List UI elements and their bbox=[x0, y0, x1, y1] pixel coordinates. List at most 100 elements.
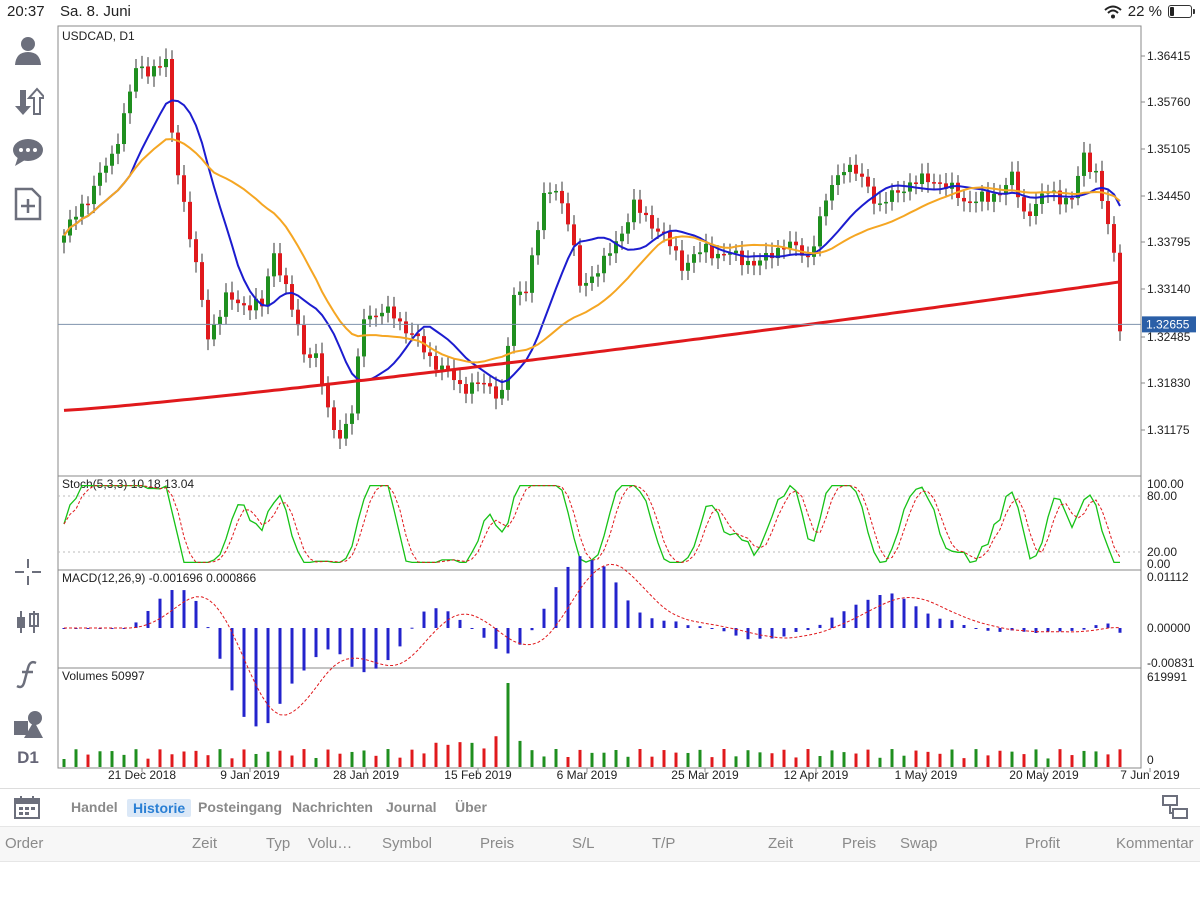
candle-body bbox=[380, 312, 384, 317]
candle-body bbox=[788, 241, 792, 249]
candle-body bbox=[968, 201, 972, 204]
tab-historie[interactable]: Historie bbox=[127, 799, 192, 817]
volume-bar bbox=[194, 750, 198, 767]
candle-body bbox=[1076, 175, 1080, 199]
candle-body bbox=[302, 325, 306, 355]
candle-body bbox=[104, 165, 108, 173]
candle-body bbox=[350, 413, 354, 424]
crosshair-icon[interactable] bbox=[8, 552, 48, 592]
candle-body bbox=[122, 113, 126, 145]
col-preis-close[interactable]: Preis bbox=[842, 835, 877, 852]
col-swap[interactable]: Swap bbox=[900, 835, 938, 852]
candle-body bbox=[398, 318, 402, 322]
price-chart[interactable]: 1.36415 1.35760 1.35105 1.34450 1.33795 1.331… bbox=[0, 0, 1200, 786]
candle-body bbox=[800, 245, 804, 256]
macd-bar bbox=[974, 628, 978, 629]
account-icon[interactable] bbox=[8, 30, 48, 70]
new-order-icon[interactable] bbox=[8, 184, 48, 224]
volume-bar bbox=[170, 754, 174, 767]
macd-bar bbox=[182, 590, 186, 628]
tab-handel[interactable]: Handel bbox=[71, 799, 118, 815]
candles-icon[interactable] bbox=[8, 602, 48, 642]
symbol-label: USDCAD, D1 bbox=[62, 29, 135, 43]
volume-bar bbox=[1118, 749, 1122, 767]
tab-journal[interactable]: Journal bbox=[386, 799, 437, 815]
col-sl[interactable]: S/L bbox=[572, 835, 595, 852]
macd-bar bbox=[362, 628, 366, 673]
price-tick-label: 1.32485 bbox=[1147, 330, 1191, 344]
macd-bar bbox=[686, 625, 690, 628]
calendar-icon[interactable] bbox=[14, 795, 40, 824]
volume-bar bbox=[338, 753, 342, 767]
candle-body bbox=[1112, 224, 1116, 253]
candle-body bbox=[158, 66, 162, 68]
function-icon[interactable] bbox=[8, 654, 48, 694]
candle-body bbox=[752, 260, 756, 266]
volume-bar bbox=[770, 753, 774, 767]
chat-icon[interactable] bbox=[8, 132, 48, 172]
objects-icon[interactable] bbox=[8, 704, 48, 744]
col-preis[interactable]: Preis bbox=[480, 835, 515, 852]
candle-body bbox=[842, 172, 846, 176]
macd-bar bbox=[794, 628, 798, 632]
candle-body bbox=[620, 233, 624, 242]
tab-posteingang[interactable]: Posteingang bbox=[198, 799, 283, 815]
candle-body bbox=[932, 182, 936, 184]
macd-bar bbox=[374, 628, 378, 669]
candle-body bbox=[1040, 193, 1044, 205]
candle-body bbox=[608, 253, 612, 256]
volume-bar bbox=[494, 736, 498, 767]
layout-icon[interactable] bbox=[1162, 795, 1188, 824]
macd-bar bbox=[818, 624, 822, 628]
stoch-signal-line bbox=[63, 485, 1121, 563]
candle-body bbox=[1100, 170, 1104, 201]
price-tick-label: 1.33140 bbox=[1147, 282, 1191, 296]
candle-body bbox=[896, 190, 900, 193]
candle-body bbox=[278, 253, 282, 276]
candle-body bbox=[536, 230, 540, 256]
volume-bar bbox=[974, 749, 978, 767]
col-tp[interactable]: T/P bbox=[652, 835, 676, 852]
volume-bar bbox=[1106, 754, 1110, 767]
col-profit[interactable]: Profit bbox=[1025, 835, 1061, 852]
candle-body bbox=[794, 241, 798, 246]
macd-bar bbox=[482, 628, 486, 638]
tab-nachrichten[interactable]: Nachrichten bbox=[292, 799, 373, 815]
col-typ[interactable]: Typ bbox=[266, 835, 291, 852]
candle-body bbox=[344, 423, 348, 439]
candle-body bbox=[920, 173, 924, 185]
col-symbol[interactable]: Symbol bbox=[382, 835, 433, 852]
candle-body bbox=[248, 305, 252, 311]
candle-body bbox=[332, 407, 336, 430]
col-zeit-close[interactable]: Zeit bbox=[768, 835, 794, 852]
volume-bar bbox=[842, 752, 846, 767]
candle-body bbox=[650, 215, 654, 229]
candle-body bbox=[698, 252, 702, 255]
candle-body bbox=[416, 333, 420, 337]
tab-uber[interactable]: Über bbox=[455, 799, 487, 815]
col-kommentar[interactable]: Kommentar bbox=[1116, 835, 1194, 852]
date-tick-label: 9 Jan 2019 bbox=[220, 768, 280, 782]
candle-body bbox=[812, 246, 816, 257]
col-volume[interactable]: Volu… bbox=[308, 835, 353, 852]
col-zeit[interactable]: Zeit bbox=[192, 835, 218, 852]
date-tick-label: 21 Dec 2018 bbox=[108, 768, 176, 782]
candle-body bbox=[836, 175, 840, 186]
macd-bar bbox=[878, 595, 882, 628]
trade-arrows-icon[interactable] bbox=[8, 82, 48, 122]
volume-bar bbox=[626, 756, 630, 767]
timeframe-button[interactable]: D1 bbox=[17, 748, 39, 767]
candle-body bbox=[890, 190, 894, 202]
macd-bar bbox=[1022, 628, 1026, 632]
macd-bar bbox=[1046, 628, 1050, 632]
candle-body bbox=[98, 172, 102, 186]
col-order[interactable]: Order bbox=[5, 835, 44, 852]
volume-bar bbox=[98, 751, 102, 767]
macd-bar bbox=[782, 628, 786, 637]
candle-body bbox=[866, 176, 870, 187]
volume-bar bbox=[782, 749, 786, 767]
candle-body bbox=[902, 191, 906, 194]
macd-bar bbox=[518, 628, 522, 645]
candle-body bbox=[980, 191, 984, 202]
date-tick-label: 1 May 2019 bbox=[895, 768, 958, 782]
